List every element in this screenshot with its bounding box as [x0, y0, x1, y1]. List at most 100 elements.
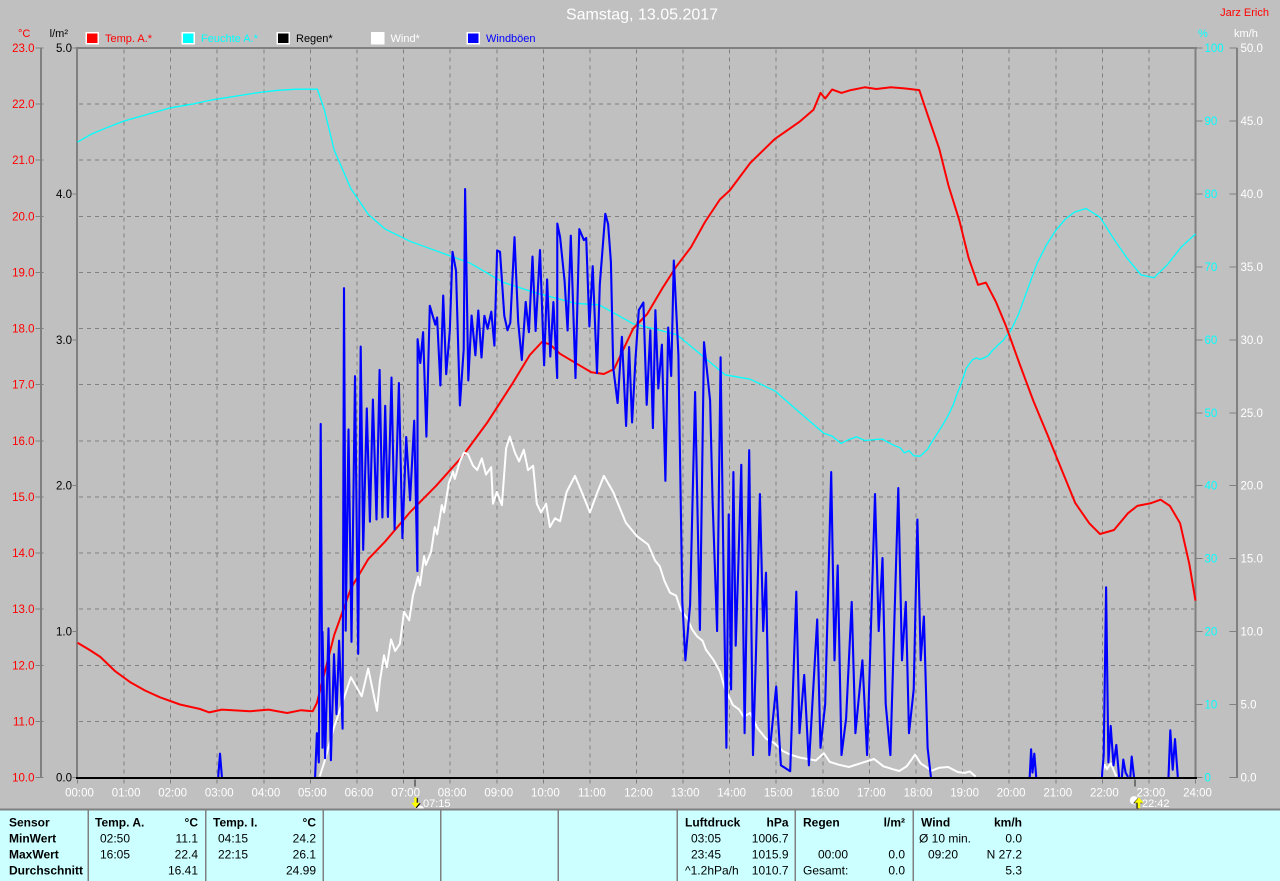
svg-text:45.0: 45.0	[1241, 116, 1263, 128]
svg-text:MinWert: MinWert	[9, 832, 56, 846]
svg-text:20:00: 20:00	[997, 788, 1026, 800]
svg-text:Regen*: Regen*	[296, 33, 333, 45]
svg-text:08:00: 08:00	[438, 788, 467, 800]
svg-text:0.0: 0.0	[888, 864, 905, 878]
svg-text:23:00: 23:00	[1137, 788, 1166, 800]
svg-text:Wind*: Wind*	[391, 33, 421, 45]
svg-text:00:00: 00:00	[65, 788, 94, 800]
svg-text:Regen: Regen	[803, 816, 840, 830]
svg-text:23:45: 23:45	[691, 848, 721, 862]
svg-text:00:00: 00:00	[818, 848, 848, 862]
svg-text:17:00: 17:00	[857, 788, 886, 800]
svg-text:22.0: 22.0	[12, 99, 34, 111]
svg-text:24.2: 24.2	[293, 832, 317, 846]
svg-text:04:00: 04:00	[251, 788, 280, 800]
svg-text:l/m²: l/m²	[884, 816, 905, 830]
svg-text:09:00: 09:00	[484, 788, 513, 800]
svg-text:25.0: 25.0	[1241, 408, 1263, 420]
svg-text:16:05: 16:05	[100, 848, 130, 862]
svg-text:09:20: 09:20	[928, 848, 958, 862]
svg-text:26.1: 26.1	[293, 848, 317, 862]
svg-text:100: 100	[1205, 43, 1224, 55]
svg-text:40.0: 40.0	[1241, 189, 1263, 201]
svg-text:Temp. A.: Temp. A.	[95, 816, 144, 830]
svg-text:hPa: hPa	[766, 816, 788, 830]
svg-text:50.0: 50.0	[1241, 43, 1263, 55]
svg-text:5.3: 5.3	[1005, 864, 1022, 878]
svg-text:11.0: 11.0	[13, 716, 35, 728]
svg-text:1.0: 1.0	[56, 627, 72, 639]
svg-text:4.0: 4.0	[56, 189, 72, 201]
svg-text:05:00: 05:00	[298, 788, 327, 800]
svg-text:14.0: 14.0	[12, 548, 34, 560]
svg-text:01:00: 01:00	[112, 788, 141, 800]
svg-text:2.0: 2.0	[56, 481, 72, 493]
svg-text:Feuchte A.*: Feuchte A.*	[201, 33, 259, 45]
svg-text:^1.2hPa/h: ^1.2hPa/h	[685, 864, 739, 878]
svg-text:0.0: 0.0	[1005, 832, 1022, 846]
svg-text:21:00: 21:00	[1043, 788, 1072, 800]
svg-text:35.0: 35.0	[1241, 262, 1263, 274]
svg-text:%: %	[1198, 28, 1208, 40]
svg-text:04:15: 04:15	[218, 832, 248, 846]
svg-text:12.0: 12.0	[12, 660, 34, 672]
svg-text:17.0: 17.0	[12, 380, 34, 392]
svg-text:0.0: 0.0	[56, 773, 72, 785]
svg-text:22.4: 22.4	[175, 848, 199, 862]
svg-text:3.0: 3.0	[56, 335, 72, 347]
svg-text:06:00: 06:00	[345, 788, 374, 800]
svg-text:Ø 10 min.: Ø 10 min.	[919, 832, 971, 846]
svg-text:Temp. A.*: Temp. A.*	[105, 33, 153, 45]
svg-text:02:00: 02:00	[158, 788, 187, 800]
svg-text:10: 10	[1205, 700, 1218, 712]
svg-text:1010.7: 1010.7	[752, 864, 789, 878]
svg-text:22:42: 22:42	[1142, 798, 1170, 810]
svg-text:07:15: 07:15	[423, 798, 451, 810]
svg-text:N 27.2: N 27.2	[987, 848, 1023, 862]
svg-text:Durchschnitt: Durchschnitt	[9, 864, 83, 878]
svg-text:40: 40	[1205, 481, 1218, 493]
svg-text:°C: °C	[18, 28, 30, 40]
svg-text:18:00: 18:00	[904, 788, 933, 800]
svg-text:1015.9: 1015.9	[752, 848, 789, 862]
svg-text:24:00: 24:00	[1183, 788, 1212, 800]
svg-text:0: 0	[1205, 773, 1211, 785]
svg-text:Temp. I.: Temp. I.	[213, 816, 257, 830]
svg-text:°C: °C	[303, 816, 317, 830]
svg-text:Sensor: Sensor	[9, 816, 50, 830]
svg-text:11:00: 11:00	[578, 788, 606, 800]
svg-text:Windböen: Windböen	[486, 33, 536, 45]
svg-text:Samstag, 13.05.2017: Samstag, 13.05.2017	[566, 7, 718, 24]
svg-text:10.0: 10.0	[1241, 627, 1263, 639]
svg-text:0.0: 0.0	[1241, 773, 1257, 785]
svg-text:16.41: 16.41	[168, 864, 198, 878]
svg-text:50: 50	[1205, 408, 1218, 420]
svg-text:Luftdruck: Luftdruck	[685, 816, 741, 830]
svg-text:20.0: 20.0	[1241, 481, 1263, 493]
svg-text:13.0: 13.0	[12, 604, 34, 616]
svg-text:5.0: 5.0	[1241, 700, 1257, 712]
svg-text:0.0: 0.0	[888, 848, 905, 862]
svg-text:02:50: 02:50	[100, 832, 130, 846]
svg-text:15.0: 15.0	[1241, 554, 1263, 566]
svg-text:1006.7: 1006.7	[752, 832, 789, 846]
svg-text:km/h: km/h	[994, 816, 1022, 830]
svg-text:19:00: 19:00	[950, 788, 979, 800]
svg-text:10:00: 10:00	[531, 788, 560, 800]
svg-text:23.0: 23.0	[12, 43, 34, 55]
svg-text:km/h: km/h	[1234, 28, 1258, 40]
svg-text:15:00: 15:00	[764, 788, 793, 800]
svg-text:15.0: 15.0	[12, 492, 34, 504]
svg-text:18.0: 18.0	[12, 324, 34, 336]
svg-text:24.99: 24.99	[286, 864, 316, 878]
svg-text:14:00: 14:00	[717, 788, 746, 800]
svg-text:10.0: 10.0	[12, 773, 34, 785]
svg-text:03:00: 03:00	[205, 788, 234, 800]
svg-text:90: 90	[1205, 116, 1218, 128]
svg-text:22:15: 22:15	[218, 848, 248, 862]
svg-text:16:00: 16:00	[810, 788, 839, 800]
svg-text:22:00: 22:00	[1090, 788, 1119, 800]
svg-text:16.0: 16.0	[12, 436, 34, 448]
svg-text:Wind: Wind	[921, 816, 950, 830]
svg-text:70: 70	[1205, 262, 1218, 274]
